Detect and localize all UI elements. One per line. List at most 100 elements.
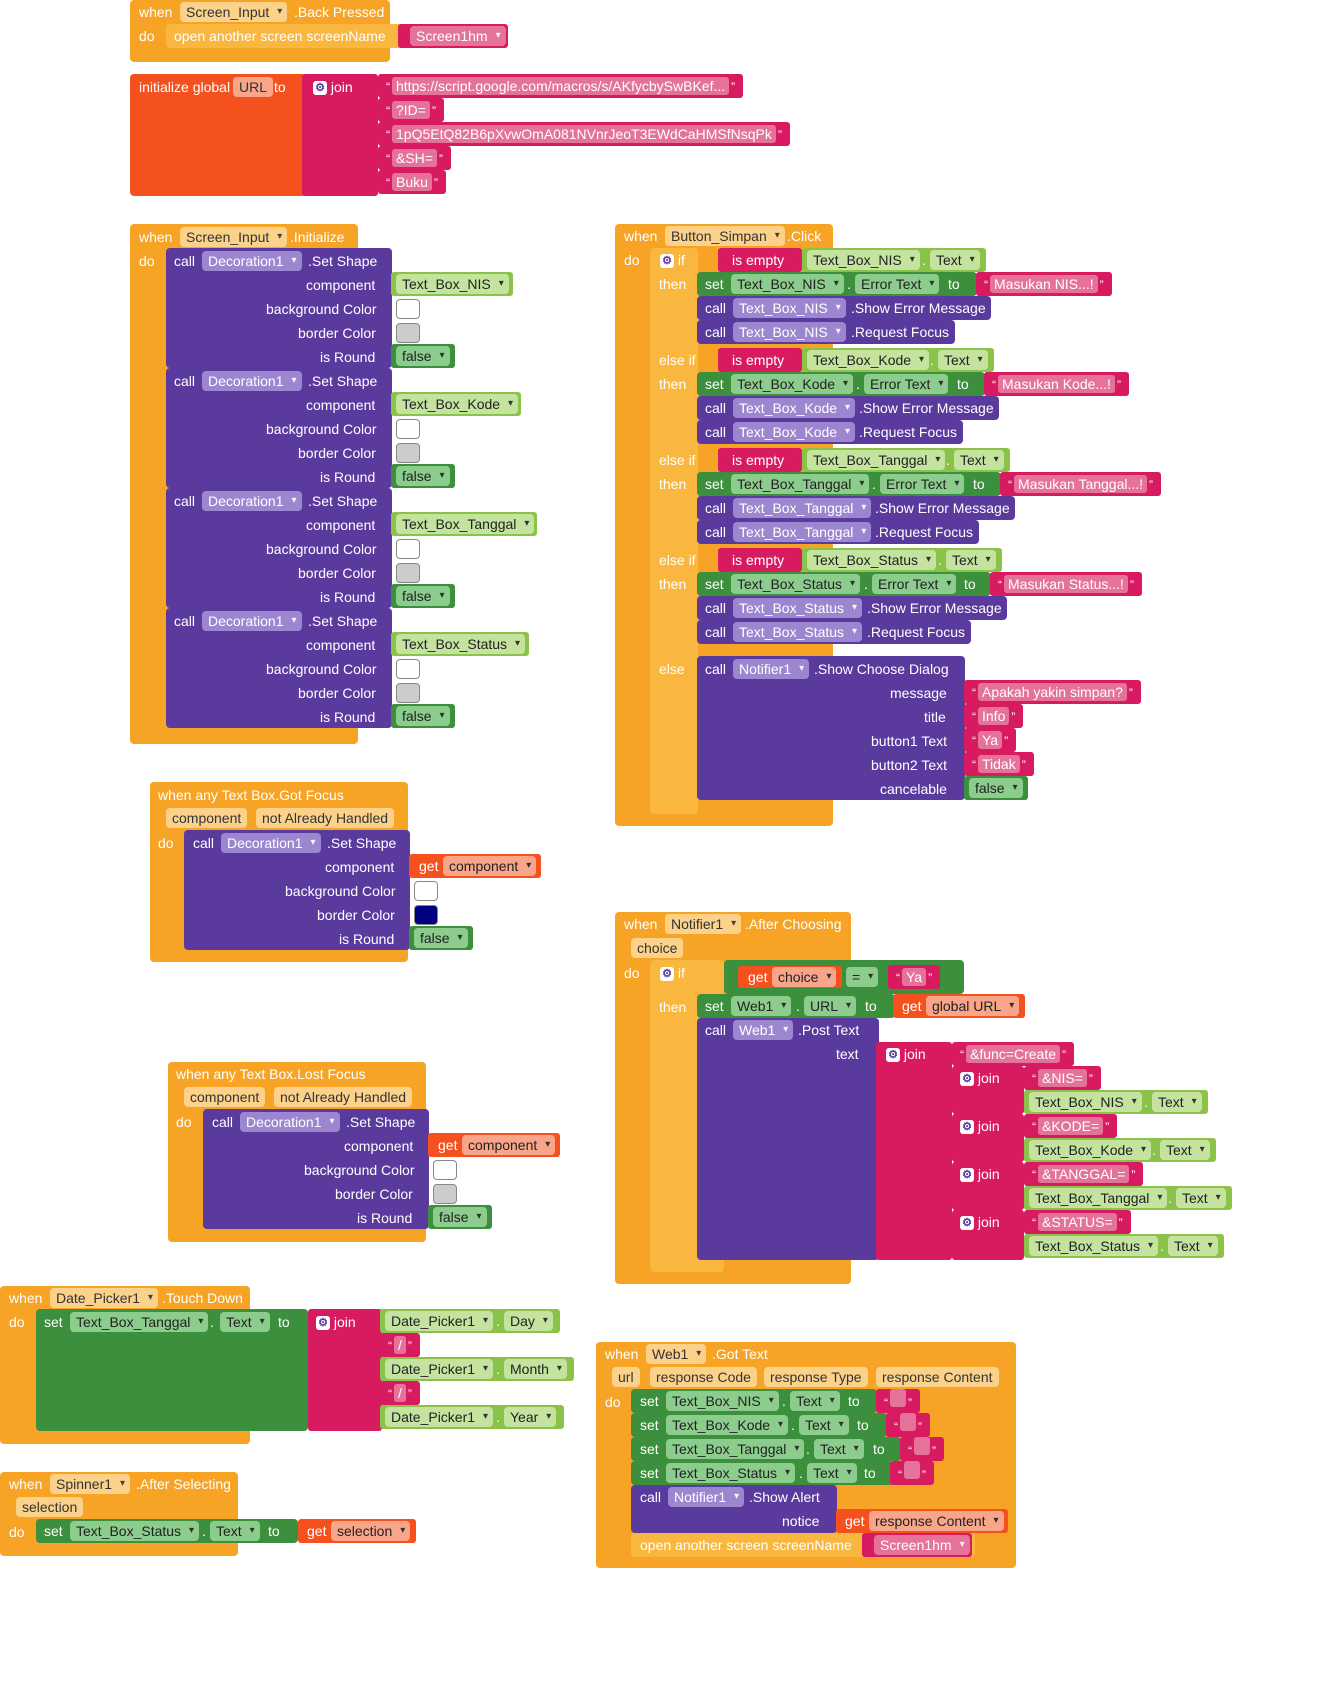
datepicker-dropdown[interactable]: Date_Picker1 — [385, 1407, 494, 1427]
text-ya[interactable]: “Ya” — [964, 728, 1017, 752]
color-swatch-white[interactable] — [433, 1160, 457, 1180]
empty-value[interactable] — [900, 1413, 916, 1431]
call-show-choose-dialog[interactable] — [697, 656, 965, 800]
property-dropdown[interactable]: Error Text — [864, 374, 949, 394]
gear-icon[interactable]: ⚙ — [316, 1316, 330, 1331]
param-value[interactable]: &func=Create — [966, 1045, 1060, 1063]
property-dropdown[interactable]: Text — [1168, 1236, 1218, 1256]
get-var-dropdown[interactable]: response Content — [869, 1511, 1004, 1531]
color-swatch-white[interactable] — [396, 299, 420, 319]
gear-icon[interactable]: ⚙ — [313, 81, 327, 96]
textbox-dropdown[interactable]: Text_Box_Tanggal — [1029, 1188, 1168, 1208]
url-string-0[interactable]: https://script.google.com/macros/s/AKfyc… — [392, 77, 730, 95]
web-dropdown[interactable]: Web1 — [731, 996, 792, 1016]
param-url[interactable]: url — [612, 1367, 640, 1387]
msg-value[interactable]: Info — [978, 707, 1010, 725]
notifier-dropdown[interactable]: Notifier1 — [668, 1487, 745, 1507]
param-response-code[interactable]: response Code — [650, 1367, 757, 1387]
notifier-dropdown[interactable]: Notifier1 — [733, 659, 810, 679]
color-swatch-white[interactable] — [396, 659, 420, 679]
datepicker-dropdown[interactable]: Date_Picker1 — [50, 1288, 159, 1308]
property-dropdown[interactable]: Text — [814, 1439, 864, 1459]
is-empty-block[interactable] — [718, 448, 802, 472]
property-dropdown[interactable]: Text — [1176, 1188, 1226, 1208]
color-swatch-grey[interactable] — [396, 683, 420, 703]
text-block-url-3[interactable]: “&SH=” — [378, 146, 451, 170]
slash-value[interactable]: / — [394, 1384, 406, 1402]
property-dropdown[interactable]: Text — [938, 350, 988, 370]
param-choice[interactable]: choice — [631, 938, 684, 958]
color-swatch-white[interactable] — [396, 419, 420, 439]
text-msg-tanggal[interactable]: “Masukan Tanggal...!” — [1000, 472, 1162, 496]
url-string-3[interactable]: &SH= — [392, 149, 437, 167]
get-var-dropdown[interactable]: selection — [331, 1521, 411, 1541]
property-dropdown[interactable]: Text — [1152, 1092, 1202, 1112]
text-block-url-1[interactable]: “?ID=” — [378, 98, 444, 122]
text-status-param[interactable]: “&STATUS=” — [1024, 1210, 1131, 1234]
textbox-dropdown[interactable]: Text_Box_Tanggal — [733, 498, 872, 518]
textbox-dropdown[interactable]: Text_Box_Status — [70, 1521, 200, 1541]
color-swatch-white[interactable] — [396, 539, 420, 559]
msg-value[interactable]: Masukan Tanggal...! — [1014, 475, 1148, 493]
property-dropdown[interactable]: Error Text — [880, 474, 965, 494]
param-not-handled[interactable]: not Already Handled — [256, 808, 395, 828]
get-var-dropdown[interactable]: component — [462, 1135, 556, 1155]
text-info[interactable]: “Info” — [964, 704, 1024, 728]
textbox-dropdown[interactable]: Text_Box_Status — [807, 550, 937, 570]
param-value[interactable]: &NIS= — [1038, 1069, 1087, 1087]
is-empty-block[interactable] — [718, 348, 802, 372]
textbox-dropdown[interactable]: Text_Box_Tanggal — [807, 450, 946, 470]
url-string-2[interactable]: 1pQ5EtQ82B6pXvwOmA081NVnrJeoT3EWdCaHMSfN… — [392, 125, 776, 143]
decoration-dropdown[interactable]: Decoration1 — [202, 371, 302, 391]
param-value[interactable]: &TANGGAL= — [1038, 1165, 1130, 1183]
property-dropdown[interactable]: Text — [946, 550, 996, 570]
property-dropdown[interactable]: Text — [954, 450, 1004, 470]
text-block-url-0[interactable]: “https://script.google.com/macros/s/AKfy… — [378, 74, 744, 98]
set-web-url[interactable] — [697, 994, 895, 1018]
textbox-dropdown[interactable]: Text_Box_Kode — [733, 422, 856, 442]
text-nis-param[interactable]: “&NIS=” — [1024, 1066, 1101, 1090]
msg-value[interactable]: Masukan NIS...! — [990, 275, 1098, 293]
global-var-name[interactable]: URL — [233, 77, 274, 97]
spinner-dropdown[interactable]: Spinner1 — [50, 1474, 131, 1494]
url-string-4[interactable]: Buku — [392, 173, 432, 191]
msg-value[interactable]: Masukan Status...! — [1004, 575, 1128, 593]
textbox-dropdown[interactable]: Text_Box_Tanggal — [70, 1312, 209, 1332]
text-ya[interactable]: “Ya” — [888, 965, 941, 989]
is-empty-block[interactable] — [718, 248, 802, 272]
textbox-dropdown[interactable]: Text_Box_Status — [666, 1463, 796, 1483]
text-kode-param[interactable]: “&KODE=” — [1024, 1114, 1118, 1138]
textbox-dropdown[interactable]: Text_Box_Tanggal — [731, 474, 870, 494]
param-response-content[interactable]: response Content — [876, 1367, 999, 1387]
textbox-dropdown[interactable]: Text_Box_Tanggal — [396, 514, 535, 534]
textbox-dropdown[interactable]: Text_Box_Status — [733, 622, 863, 642]
text-empty[interactable]: “” — [876, 1389, 920, 1413]
text-slash[interactable]: “/” — [380, 1333, 420, 1357]
screen-dropdown[interactable]: Screen_Input — [180, 2, 288, 22]
textbox-dropdown[interactable]: Text_Box_Status — [396, 634, 526, 654]
property-dropdown[interactable]: Text — [930, 250, 980, 270]
color-swatch-grey[interactable] — [396, 443, 420, 463]
screen-dropdown[interactable]: Screen_Input — [180, 227, 288, 247]
text-func[interactable]: “&func=Create” — [952, 1042, 1074, 1066]
param-component[interactable]: component — [184, 1087, 266, 1107]
text-msg-status[interactable]: “Masukan Status...!” — [990, 572, 1142, 596]
text-msg-kode[interactable]: “Masukan Kode...!” — [984, 372, 1129, 396]
property-dropdown[interactable]: Error Text — [872, 574, 957, 594]
gear-icon[interactable]: ⚙ — [886, 1048, 900, 1063]
color-swatch-white[interactable] — [414, 881, 438, 901]
textbox-dropdown[interactable]: Text_Box_NIS — [1029, 1092, 1142, 1112]
property-dropdown[interactable]: Text — [1160, 1140, 1210, 1160]
property-dropdown[interactable]: Text — [790, 1391, 840, 1411]
textbox-dropdown[interactable]: Text_Box_Status — [1029, 1236, 1159, 1256]
text-tanggal-param[interactable]: “&TANGGAL=” — [1024, 1162, 1144, 1186]
textbox-dropdown[interactable]: Text_Box_Status — [731, 574, 861, 594]
text-block-url-2[interactable]: “1pQ5EtQ82B6pXvwOmA081NVnrJeoT3EWdCaHMSf… — [378, 122, 790, 146]
textbox-dropdown[interactable]: Text_Box_Kode — [396, 394, 519, 414]
slash-value[interactable]: / — [394, 1336, 406, 1354]
gear-icon[interactable]: ⚙ — [660, 967, 674, 982]
msg-value[interactable]: Tidak — [978, 755, 1020, 773]
gear-icon[interactable]: ⚙ — [960, 1072, 974, 1087]
param-value[interactable]: &KODE= — [1038, 1117, 1104, 1135]
decoration-dropdown[interactable]: Decoration1 — [221, 833, 321, 853]
